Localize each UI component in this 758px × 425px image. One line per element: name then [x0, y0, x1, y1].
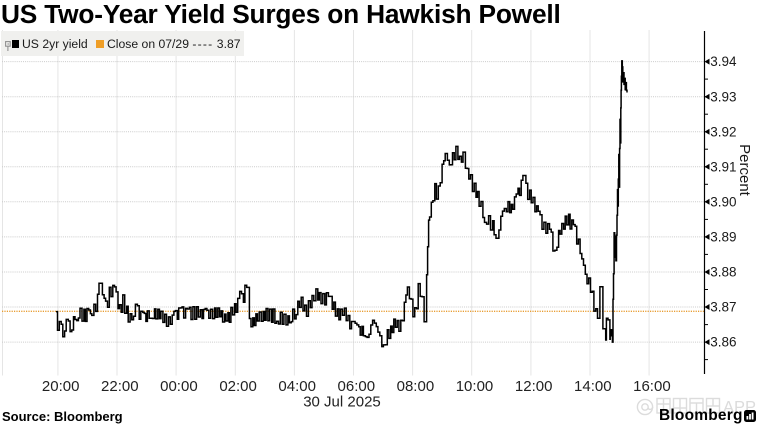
svg-text:10:00: 10:00 — [456, 378, 494, 395]
svg-text:22:00: 22:00 — [101, 378, 139, 395]
svg-text:Percent: Percent — [736, 144, 753, 197]
svg-text:08:00: 08:00 — [397, 378, 435, 395]
svg-text:3.94: 3.94 — [710, 54, 737, 69]
svg-text:12:00: 12:00 — [515, 378, 553, 395]
svg-text:30 Jul 2025: 30 Jul 2025 — [303, 394, 381, 411]
svg-text:3.91: 3.91 — [710, 159, 736, 174]
svg-text:3.92: 3.92 — [710, 124, 736, 139]
svg-text:14:00: 14:00 — [574, 378, 612, 395]
svg-text:3.90: 3.90 — [710, 194, 736, 209]
svg-text:16:00: 16:00 — [633, 378, 671, 395]
svg-text:02:00: 02:00 — [219, 378, 257, 395]
svg-text:3.87: 3.87 — [710, 300, 736, 315]
svg-text:3.93: 3.93 — [710, 89, 736, 104]
svg-text:04:00: 04:00 — [278, 378, 316, 395]
svg-text:3.86: 3.86 — [710, 335, 736, 350]
svg-text:00:00: 00:00 — [160, 378, 198, 395]
svg-text:3.89: 3.89 — [710, 230, 736, 245]
svg-text:06:00: 06:00 — [338, 378, 376, 395]
svg-text:20:00: 20:00 — [42, 378, 80, 395]
svg-text:3.88: 3.88 — [710, 265, 736, 280]
